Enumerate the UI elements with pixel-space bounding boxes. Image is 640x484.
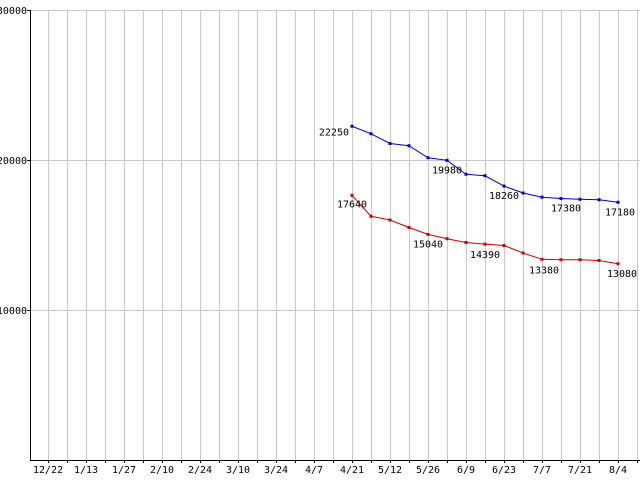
value-label: 22250 xyxy=(319,127,349,138)
lower-red-series-marker xyxy=(559,258,563,262)
lower-red-series-marker xyxy=(502,244,506,247)
x-tick-label: 5/12 xyxy=(378,465,402,476)
lower-red-series-marker xyxy=(521,251,525,255)
lower-red-series-marker xyxy=(350,193,354,197)
value-label: 15040 xyxy=(413,239,443,250)
x-tick-label: 5/26 xyxy=(416,465,440,476)
lower-red-series-marker xyxy=(483,242,487,246)
y-tick-label: 20000 xyxy=(0,156,27,167)
x-tick-label: 4/7 xyxy=(305,465,323,476)
upper-blue-series-marker xyxy=(445,158,449,162)
upper-blue-series-marker xyxy=(616,200,620,204)
lower-red-series-marker xyxy=(388,218,392,222)
lower-red-series-marker xyxy=(407,226,411,229)
upper-blue-series-marker xyxy=(369,132,373,136)
y-tick-label: 10000 xyxy=(0,306,27,317)
upper-blue-series-marker xyxy=(559,197,563,201)
value-label: 17380 xyxy=(551,203,581,214)
x-tick-label: 7/21 xyxy=(568,465,592,476)
upper-blue-series-marker xyxy=(483,174,487,178)
x-tick-label: 6/23 xyxy=(492,465,516,476)
upper-blue-series-marker xyxy=(597,198,601,202)
y-tick-label: 30000 xyxy=(0,6,27,17)
lower-red-series-marker xyxy=(369,214,373,218)
lower-red-series-marker xyxy=(578,258,582,262)
value-label: 19980 xyxy=(432,165,462,176)
lower-red-series-marker xyxy=(616,262,620,266)
value-label: 14390 xyxy=(470,250,500,261)
upper-blue-series-marker xyxy=(464,172,468,176)
lower-red-series-marker xyxy=(597,259,601,262)
upper-blue-series-marker xyxy=(521,191,525,195)
upper-blue-series-marker xyxy=(350,124,354,128)
lower-red-series-marker xyxy=(540,257,544,261)
x-tick-label: 6/9 xyxy=(457,465,475,476)
x-tick-label: 4/21 xyxy=(340,465,364,476)
x-tick-label: 3/24 xyxy=(264,465,288,476)
x-tick-label: 3/10 xyxy=(226,465,250,476)
upper-blue-series-marker xyxy=(388,142,392,145)
x-tick-label: 7/7 xyxy=(533,465,551,476)
upper-blue-series-marker xyxy=(426,156,430,160)
upper-blue-series-marker xyxy=(407,144,411,148)
value-label: 17640 xyxy=(337,199,367,210)
x-tick-label: 2/10 xyxy=(150,465,174,476)
x-tick-label: 2/24 xyxy=(188,465,212,476)
x-tick-label: 12/22 xyxy=(33,465,63,476)
value-label: 18260 xyxy=(489,191,519,202)
x-tick-label: 8/4 xyxy=(609,465,627,476)
upper-blue-series-marker xyxy=(578,197,582,201)
value-label: 13080 xyxy=(607,269,637,280)
lower-red-series-marker xyxy=(464,241,468,244)
lower-red-series-marker xyxy=(445,237,449,241)
upper-blue-series-marker xyxy=(502,184,506,188)
value-label: 17180 xyxy=(605,207,635,218)
upper-blue-series-marker xyxy=(540,195,544,199)
lower-red-series-marker xyxy=(426,232,430,236)
x-tick-label: 1/13 xyxy=(74,465,98,476)
value-label: 13380 xyxy=(529,265,559,276)
x-tick-label: 1/27 xyxy=(112,465,136,476)
